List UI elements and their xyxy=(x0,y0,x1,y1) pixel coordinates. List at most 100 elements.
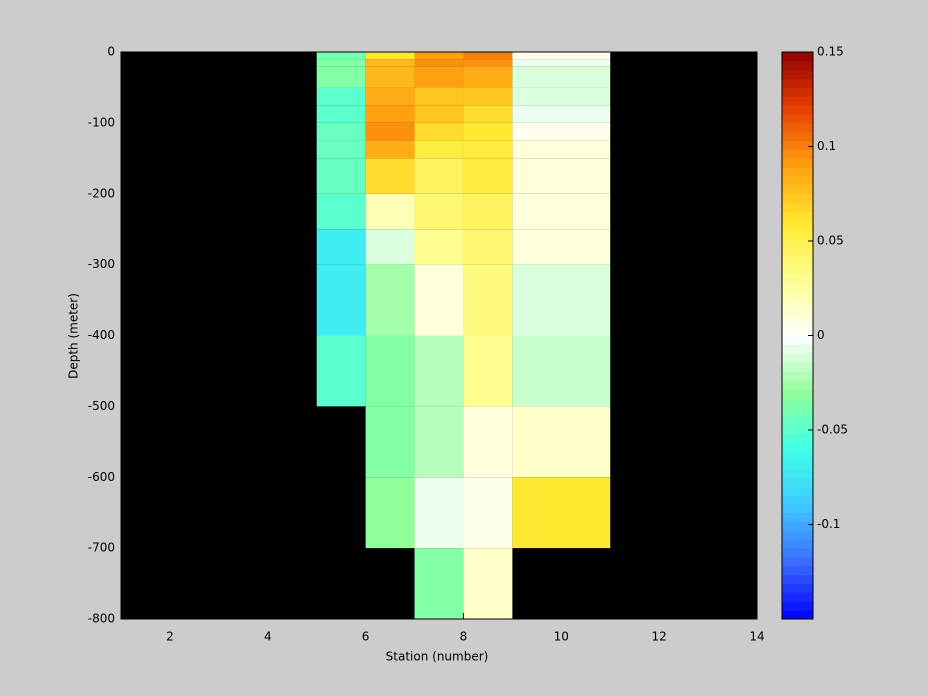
heatmap-cell xyxy=(414,548,464,619)
heatmap-cell xyxy=(316,105,366,123)
colorbar-band xyxy=(782,530,813,540)
colorbar-band xyxy=(782,335,813,345)
colorbar-band xyxy=(782,114,813,124)
heatmap-cell xyxy=(365,87,415,106)
x-tick-label: 6 xyxy=(362,630,370,644)
y-tick-label: -200 xyxy=(88,186,115,200)
colorbar-band xyxy=(782,424,813,434)
heatmap-cell xyxy=(463,548,513,619)
colorbar-band xyxy=(782,468,813,478)
colorbar-band xyxy=(782,574,813,585)
heatmap-cell xyxy=(463,122,513,141)
colorbar-band xyxy=(782,87,813,97)
colorbar-band xyxy=(782,96,813,106)
heatmap-cell xyxy=(463,193,513,230)
colorbar-band xyxy=(782,105,813,115)
heatmap-cell xyxy=(463,158,513,194)
colorbar-band xyxy=(782,512,813,523)
colorbar-band xyxy=(782,176,813,186)
heatmap-cell xyxy=(512,406,611,478)
heatmap-cell xyxy=(512,66,611,88)
heatmap-cell xyxy=(414,105,464,123)
colorbar-band xyxy=(782,521,813,531)
colorbar-band xyxy=(782,601,813,611)
heatmap-cell xyxy=(414,140,464,159)
heatmap-cell xyxy=(414,52,464,60)
colorbar-tick-label: 0.15 xyxy=(817,45,844,59)
heatmap-cell xyxy=(365,52,415,60)
colorbar-band xyxy=(782,60,813,71)
y-tick-label: -100 xyxy=(88,115,115,129)
heatmap-cell xyxy=(512,122,611,141)
heatmap-cell xyxy=(463,406,513,478)
heatmap-cell xyxy=(316,193,366,230)
colorbar-band xyxy=(782,494,813,505)
heatmap-cell xyxy=(463,105,513,123)
y-tick-label: -800 xyxy=(88,612,115,626)
heatmap-cell xyxy=(316,229,366,265)
heatmap-cell xyxy=(463,229,513,265)
colorbar-band xyxy=(782,353,813,363)
heatmap-cell xyxy=(414,406,464,478)
colorbar-band xyxy=(782,459,813,469)
heatmap-cell xyxy=(365,406,415,478)
colorbar-band xyxy=(782,415,813,425)
colorbar-band xyxy=(782,69,813,80)
colorbar-band xyxy=(782,184,813,195)
heatmap-cell xyxy=(512,59,611,67)
colorbar-tick-label: 0.1 xyxy=(817,139,836,153)
heatmap-cell xyxy=(463,477,513,549)
heatmap-cell xyxy=(316,52,366,60)
colorbar-band xyxy=(782,308,813,319)
heatmap-cell xyxy=(365,477,415,549)
colorbar-band xyxy=(782,556,813,567)
heatmap-cell xyxy=(512,477,611,549)
x-tick-label: 10 xyxy=(554,630,569,644)
heatmap-cell xyxy=(414,59,464,67)
heatmap-cell xyxy=(463,66,513,88)
colorbar-band xyxy=(782,548,813,558)
colorbar-band xyxy=(782,282,813,292)
colorbar-band xyxy=(782,202,813,212)
colorbar-tick-label: 0 xyxy=(817,328,825,342)
colorbar-band xyxy=(782,52,813,62)
heatmap-cell xyxy=(316,87,366,106)
heatmap-cell xyxy=(512,87,611,106)
colorbar-band xyxy=(782,317,813,328)
colorbar-band xyxy=(782,583,813,593)
heatmap-cell xyxy=(512,229,611,265)
colorbar-tick-label: -0.1 xyxy=(817,517,840,531)
x-tick-label: 2 xyxy=(166,630,174,644)
colorbar-band xyxy=(782,131,813,142)
y-tick-label: -700 xyxy=(88,541,115,555)
heatmap-cell xyxy=(414,66,464,88)
heatmap-cell xyxy=(414,193,464,230)
heatmap-cell xyxy=(414,229,464,265)
colorbar-band xyxy=(782,432,813,443)
heatmap-cell xyxy=(365,264,415,336)
heatmap-cell xyxy=(414,122,464,141)
colorbar-band xyxy=(782,122,813,133)
colorbar-band xyxy=(782,211,813,221)
heatmap-cell xyxy=(512,264,611,336)
colorbar-band xyxy=(782,193,813,204)
heatmap-cell xyxy=(316,264,366,336)
colorbar-band xyxy=(782,379,813,390)
colorbar-band xyxy=(782,344,813,354)
heatmap-cell xyxy=(365,158,415,194)
y-axis-label: Depth (meter) xyxy=(67,293,81,379)
colorbar-band xyxy=(782,167,813,177)
heatmap-cell xyxy=(365,193,415,230)
heatmap-cell xyxy=(463,140,513,159)
heatmap-cell xyxy=(365,59,415,67)
heatmap-cell xyxy=(316,158,366,194)
colorbar-band xyxy=(782,362,813,372)
colorbar-band xyxy=(782,406,813,416)
heatmap-cell xyxy=(512,52,611,60)
heatmap-cell xyxy=(365,105,415,123)
heatmap-cell xyxy=(316,122,366,141)
colorbar-band xyxy=(782,158,813,168)
heatmap-cell xyxy=(316,59,366,67)
